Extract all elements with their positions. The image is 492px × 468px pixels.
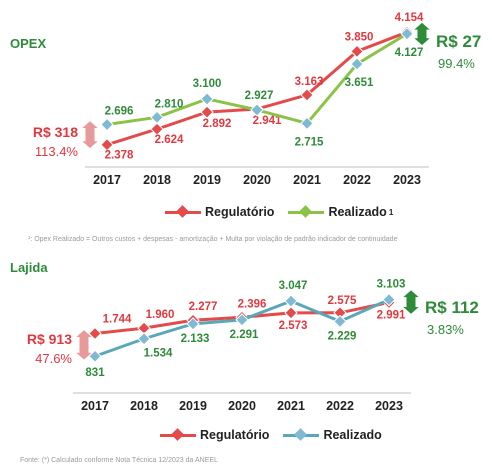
data-label: 2.277 <box>189 301 218 313</box>
data-label: 3.100 <box>193 78 222 90</box>
x-tick-label: 2020 <box>228 399 256 413</box>
legend-item-realizado-2: Realizado <box>283 428 382 442</box>
legend-item-regulatorio-2: Regulatório <box>160 428 269 442</box>
legend-label-regulatorio: Regulatório <box>205 205 275 219</box>
data-label: 2.378 <box>105 150 134 162</box>
x-tick-label: 2019 <box>179 399 207 413</box>
data-point <box>137 321 151 335</box>
data-label: 2.810 <box>155 98 184 110</box>
right-gap-value: R$ 27 <box>436 32 481 51</box>
data-label: 831 <box>85 367 105 379</box>
x-tick-label: 2019 <box>193 173 221 187</box>
right-gap-arrow <box>411 21 433 47</box>
right-gap-arrow <box>400 288 422 316</box>
data-point <box>300 116 314 131</box>
data-label: 2.229 <box>328 330 357 342</box>
data-point <box>100 138 114 152</box>
right-gap-value: R$ 112 <box>425 298 479 317</box>
lajida-title: Lajida <box>10 260 48 275</box>
left-gap-value: R$ 318 <box>33 124 78 140</box>
legend-label-regulatorio-2: Regulatório <box>200 428 270 442</box>
x-tick-label: 2021 <box>293 173 321 187</box>
x-tick-label: 2022 <box>343 173 371 187</box>
lajida-footnote: Fonte: (*) Calculado conforme Nota Técni… <box>20 457 218 464</box>
data-label: 3.163 <box>295 76 324 88</box>
data-point <box>350 57 364 71</box>
data-label: 2.715 <box>295 136 324 148</box>
left-gap-value: R$ 913 <box>27 331 72 347</box>
data-point <box>150 110 164 125</box>
data-label: 2.396 <box>238 298 267 310</box>
data-label: 2.575 <box>328 295 357 307</box>
data-label: 1.960 <box>146 309 175 321</box>
left-gap-percent: 47.6% <box>35 351 72 366</box>
opex-footnote: ¹: Opex Realizado = Outros custos + desp… <box>28 236 398 243</box>
data-point <box>250 103 264 117</box>
data-label: 2.624 <box>155 134 184 146</box>
data-point <box>382 292 396 307</box>
data-label: 3.850 <box>345 31 374 43</box>
data-point <box>284 306 298 320</box>
x-tick-label: 2023 <box>393 173 421 187</box>
x-tick-label: 2021 <box>277 399 305 413</box>
data-label: 3.651 <box>345 77 374 89</box>
data-point <box>333 314 347 329</box>
data-point <box>200 92 214 106</box>
data-label: 4.127 <box>395 47 424 59</box>
data-label: 2.696 <box>105 106 134 118</box>
data-label: 1.744 <box>103 314 132 326</box>
left-gap-arrow <box>79 119 101 150</box>
data-label: 2.133 <box>181 333 210 345</box>
data-label: 2.892 <box>203 118 232 130</box>
data-label: 4.154 <box>395 12 424 24</box>
data-label: 2.927 <box>245 90 274 102</box>
data-label: 2.573 <box>279 320 308 332</box>
data-label: 2.941 <box>253 115 282 127</box>
legend-label-realizado: Realizado <box>328 205 387 219</box>
legend-superscript: 1 <box>388 207 394 217</box>
x-tick-label: 2018 <box>130 399 158 413</box>
opex-title: OPEX <box>10 36 47 51</box>
data-point <box>400 27 414 41</box>
lajida-legend: Regulatório Realizado <box>160 428 396 442</box>
data-point <box>200 105 214 119</box>
left-gap-percent: 113.4% <box>35 144 79 159</box>
data-point <box>235 313 249 327</box>
left-gap-arrow <box>73 328 95 361</box>
data-point <box>100 117 114 132</box>
legend-item-realizado: Realizado 1 <box>288 205 393 219</box>
data-point <box>284 294 298 308</box>
data-label: 1.534 <box>144 348 173 360</box>
x-tick-label: 2022 <box>326 399 354 413</box>
data-point <box>186 317 200 331</box>
data-label: 3.103 <box>377 279 406 291</box>
right-gap-percent: 99.4% <box>438 56 475 71</box>
opex-chart: 2017 2018 2019 2020 2021 2022 2023 2.378 2.624 2.… <box>33 12 482 187</box>
data-label: 3.047 <box>279 280 308 292</box>
data-point <box>150 122 164 136</box>
legend-item-regulatorio: Regulatório <box>165 205 274 219</box>
data-point <box>350 44 364 59</box>
legend-label-realizado-2: Realizado <box>323 428 382 442</box>
data-point <box>300 88 314 102</box>
right-gap-percent: 3.83% <box>427 322 464 337</box>
x-tick-label: 2020 <box>243 173 271 187</box>
data-label: 2.991 <box>377 309 406 321</box>
opex-legend: Regulatório Realizado 1 <box>165 205 407 219</box>
x-tick-label: 2017 <box>93 173 121 187</box>
x-tick-label: 2023 <box>375 399 403 413</box>
x-tick-label: 2017 <box>81 399 109 413</box>
data-label: 2.291 <box>230 329 259 341</box>
data-point <box>333 306 347 320</box>
data-point <box>137 332 151 346</box>
x-tick-label: 2018 <box>143 173 171 187</box>
